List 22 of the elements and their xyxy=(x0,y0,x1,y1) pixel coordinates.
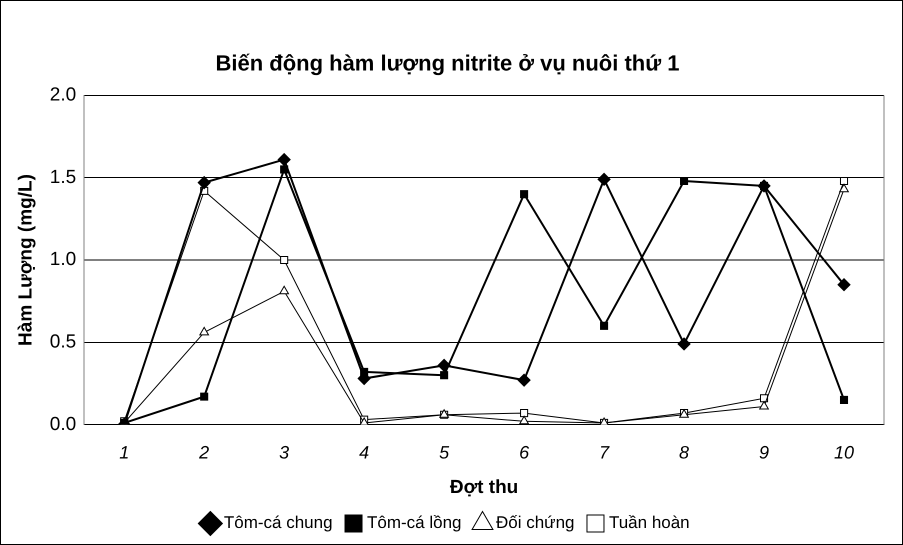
x-tick-label: 6 xyxy=(519,442,530,462)
legend-label: Đối chứng xyxy=(496,513,574,532)
x-axis-title: Đợt thu xyxy=(450,476,518,498)
x-tick-label: 2 xyxy=(198,442,210,462)
x-tick-label: 10 xyxy=(834,442,854,462)
y-tick-label: 0.5 xyxy=(50,332,76,353)
x-tick-label: 4 xyxy=(359,442,370,462)
y-tick-label: 2.0 xyxy=(50,84,76,106)
legend-label: Tôm-cá chung xyxy=(224,513,333,532)
chart-title: Biến động hàm lượng nitrite ở vụ nuôi thứ 1 xyxy=(215,50,680,76)
y-tick-label: 1.0 xyxy=(50,249,76,270)
legend-label: Tuần hoàn xyxy=(608,513,690,532)
y-tick-label: 0.0 xyxy=(50,414,76,435)
x-tick-label: 7 xyxy=(599,442,610,462)
x-tick-label: 5 xyxy=(439,442,450,462)
y-tick-label: 1.5 xyxy=(50,166,76,188)
x-tick-label: 1 xyxy=(119,442,130,462)
legend-label: Tôm-cá lồng xyxy=(367,513,462,532)
y-axis-title: Hàm Lượng (mg/L) xyxy=(16,174,37,346)
x-tick-label: 9 xyxy=(759,442,770,462)
x-tick-label: 8 xyxy=(679,442,690,462)
x-tick-label: 3 xyxy=(279,442,290,462)
